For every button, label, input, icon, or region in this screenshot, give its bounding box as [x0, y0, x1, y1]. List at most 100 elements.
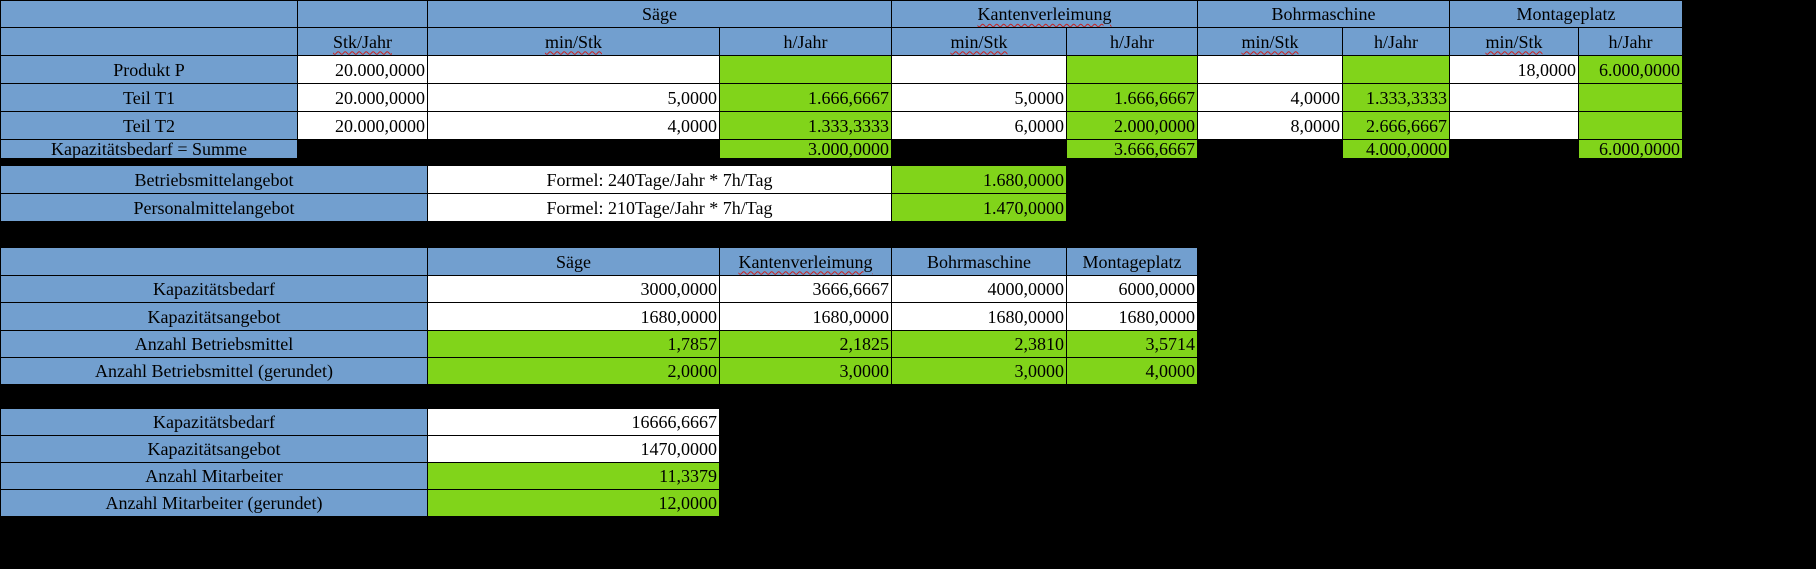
- table4-label-1[interactable]: Kapazitätsangebot: [0, 435, 428, 463]
- table3-row-3-col-4[interactable]: 4,0000: [1066, 357, 1198, 385]
- table1-row-1-col-8[interactable]: [1449, 83, 1579, 112]
- table2-formula-1[interactable]: Formel: 210Tage/Jahr * 7h/Tag: [427, 193, 892, 222]
- table1-row-2-col-7[interactable]: 2.666,6667: [1342, 111, 1450, 140]
- table1-row-2-col-2[interactable]: 4,0000: [427, 111, 720, 140]
- table2-formula-0[interactable]: Formel: 240Tage/Jahr * 7h/Tag: [427, 165, 892, 194]
- table3-row-3-col-1[interactable]: 2,0000: [427, 357, 720, 385]
- table2-label-0[interactable]: Betriebsmittelangebot: [0, 165, 428, 194]
- table1-row-1-col-3[interactable]: 1.666,6667: [719, 83, 892, 112]
- table4-label-3[interactable]: Anzahl Mitarbeiter (gerundet): [0, 489, 428, 517]
- table3-row-0-col-1[interactable]: 3000,0000: [427, 275, 720, 303]
- table3-row-1-col-1[interactable]: 1680,0000: [427, 302, 720, 331]
- table1-group-header-qty[interactable]: [297, 0, 428, 28]
- table1-row-2-col-3[interactable]: 1.333,3333: [719, 111, 892, 140]
- table1-row-3-col-3[interactable]: 3.000,0000: [719, 139, 892, 159]
- table1-row-1-col-4[interactable]: 5,0000: [891, 83, 1067, 112]
- table1-row-0-col-3[interactable]: [719, 55, 892, 84]
- cell-text: 2.000,0000: [1114, 115, 1195, 136]
- table3-row-2-col-3[interactable]: 2,3810: [891, 330, 1067, 358]
- table4-value-3[interactable]: 12,0000: [427, 489, 720, 517]
- table1-group-header-1[interactable]: Kantenverleimung: [891, 0, 1198, 28]
- table1-row-0-col-9[interactable]: 6.000,0000: [1578, 55, 1683, 84]
- table3-row-3-col-2[interactable]: 3,0000: [719, 357, 892, 385]
- table1-row-3-col-0[interactable]: Kapazitätsbedarf = Summe: [0, 139, 298, 159]
- table3-header-1[interactable]: Säge: [427, 247, 720, 276]
- table1-row-2-col-4[interactable]: 6,0000: [891, 111, 1067, 140]
- table3-row-1-col-4[interactable]: 1680,0000: [1066, 302, 1198, 331]
- table1-sub-header-3[interactable]: h/Jahr: [719, 27, 892, 56]
- table1-sub-header-7[interactable]: h/Jahr: [1342, 27, 1450, 56]
- table3-header-4[interactable]: Montageplatz: [1066, 247, 1198, 276]
- table1-sub-header-5[interactable]: h/Jahr: [1066, 27, 1198, 56]
- table3-row-3-col-0[interactable]: Anzahl Betriebsmittel (gerundet): [0, 357, 428, 385]
- table4-value-2[interactable]: 11,3379: [427, 462, 720, 490]
- table3-row-1-col-0[interactable]: Kapazitätsangebot: [0, 302, 428, 331]
- table2-value-1[interactable]: 1.470,0000: [891, 193, 1067, 222]
- cell-text: 20.000,0000: [335, 59, 425, 80]
- table1-row-3-col-4[interactable]: [891, 139, 1067, 141]
- table1-row-3-col-2[interactable]: [427, 139, 720, 141]
- table3-row-0-col-0[interactable]: Kapazitätsbedarf: [0, 275, 428, 303]
- table1-row-1-col-1[interactable]: 20.000,0000: [297, 83, 428, 112]
- table1-row-2-col-1[interactable]: 20.000,0000: [297, 111, 428, 140]
- table1-row-3-col-9[interactable]: 6.000,0000: [1578, 139, 1683, 159]
- table1-row-2-col-5[interactable]: 2.000,0000: [1066, 111, 1198, 140]
- table1-row-3-col-6[interactable]: [1197, 139, 1343, 141]
- table1-row-0-col-5[interactable]: [1066, 55, 1198, 84]
- table1-sub-header-8[interactable]: min/Stk: [1449, 27, 1579, 56]
- table1-row-2-col-0[interactable]: Teil T2: [0, 111, 298, 140]
- table3-row-2-col-1[interactable]: 1,7857: [427, 330, 720, 358]
- table1-sub-header-9[interactable]: h/Jahr: [1578, 27, 1683, 56]
- table4-label-2[interactable]: Anzahl Mitarbeiter: [0, 462, 428, 490]
- table1-group-header-corner[interactable]: [0, 0, 298, 28]
- table3-row-0-col-4[interactable]: 6000,0000: [1066, 275, 1198, 303]
- table1-row-0-col-8[interactable]: 18,0000: [1449, 55, 1579, 84]
- table3-header-2[interactable]: Kantenverleimung: [719, 247, 892, 276]
- table1-row-0-col-7[interactable]: [1342, 55, 1450, 84]
- table1-row-1-col-6[interactable]: 4,0000: [1197, 83, 1343, 112]
- cell-text: Kantenverleimung: [738, 251, 873, 272]
- table3-row-1-col-2[interactable]: 1680,0000: [719, 302, 892, 331]
- table3-row-3-col-3[interactable]: 3,0000: [891, 357, 1067, 385]
- table1-row-3-col-1[interactable]: [297, 139, 428, 141]
- table3-row-0-col-3[interactable]: 4000,0000: [891, 275, 1067, 303]
- table1-row-0-col-4[interactable]: [891, 55, 1067, 84]
- table3-row-2-col-2[interactable]: 2,1825: [719, 330, 892, 358]
- table1-row-2-col-6[interactable]: 8,0000: [1197, 111, 1343, 140]
- table1-row-2-col-9[interactable]: [1578, 111, 1683, 140]
- table1-group-header-0[interactable]: Säge: [427, 0, 892, 28]
- table2-value-0[interactable]: 1.680,0000: [891, 165, 1067, 194]
- table1-row-0-col-0[interactable]: Produkt P: [0, 55, 298, 84]
- table1-row-1-col-2[interactable]: 5,0000: [427, 83, 720, 112]
- table1-sub-header-0[interactable]: [0, 27, 298, 56]
- table1-row-1-col-0[interactable]: Teil T1: [0, 83, 298, 112]
- table1-group-header-2[interactable]: Bohrmaschine: [1197, 0, 1450, 28]
- table1-sub-header-1[interactable]: Stk/Jahr: [297, 27, 428, 56]
- table1-row-3-col-5[interactable]: 3.666,6667: [1066, 139, 1198, 159]
- table4-value-0[interactable]: 16666,6667: [427, 408, 720, 436]
- cell-text: Kantenverleimung: [977, 4, 1112, 24]
- table1-row-0-col-6[interactable]: [1197, 55, 1343, 84]
- table2-label-1[interactable]: Personalmittelangebot: [0, 193, 428, 222]
- table3-header-0[interactable]: [0, 247, 428, 276]
- table3-header-3[interactable]: Bohrmaschine: [891, 247, 1067, 276]
- cell-text: Anzahl Mitarbeiter (gerundet): [105, 493, 323, 513]
- table1-row-1-col-5[interactable]: 1.666,6667: [1066, 83, 1198, 112]
- table1-group-header-3[interactable]: Montageplatz: [1449, 0, 1683, 28]
- table1-row-0-col-2[interactable]: [427, 55, 720, 84]
- table1-row-1-col-7[interactable]: 1.333,3333: [1342, 83, 1450, 112]
- table1-row-1-col-9[interactable]: [1578, 83, 1683, 112]
- table4-label-0[interactable]: Kapazitätsbedarf: [0, 408, 428, 436]
- table1-sub-header-6[interactable]: min/Stk: [1197, 27, 1343, 56]
- table4-value-1[interactable]: 1470,0000: [427, 435, 720, 463]
- table1-row-0-col-1[interactable]: 20.000,0000: [297, 55, 428, 84]
- table3-row-1-col-3[interactable]: 1680,0000: [891, 302, 1067, 331]
- table3-row-2-col-0[interactable]: Anzahl Betriebsmittel: [0, 330, 428, 358]
- table1-sub-header-2[interactable]: min/Stk: [427, 27, 720, 56]
- table3-row-0-col-2[interactable]: 3666,6667: [719, 275, 892, 303]
- table1-sub-header-4[interactable]: min/Stk: [891, 27, 1067, 56]
- table1-row-2-col-8[interactable]: [1449, 111, 1579, 140]
- table1-row-3-col-7[interactable]: 4.000,0000: [1342, 139, 1450, 159]
- table3-row-2-col-4[interactable]: 3,5714: [1066, 330, 1198, 358]
- table1-row-3-col-8[interactable]: [1449, 139, 1579, 141]
